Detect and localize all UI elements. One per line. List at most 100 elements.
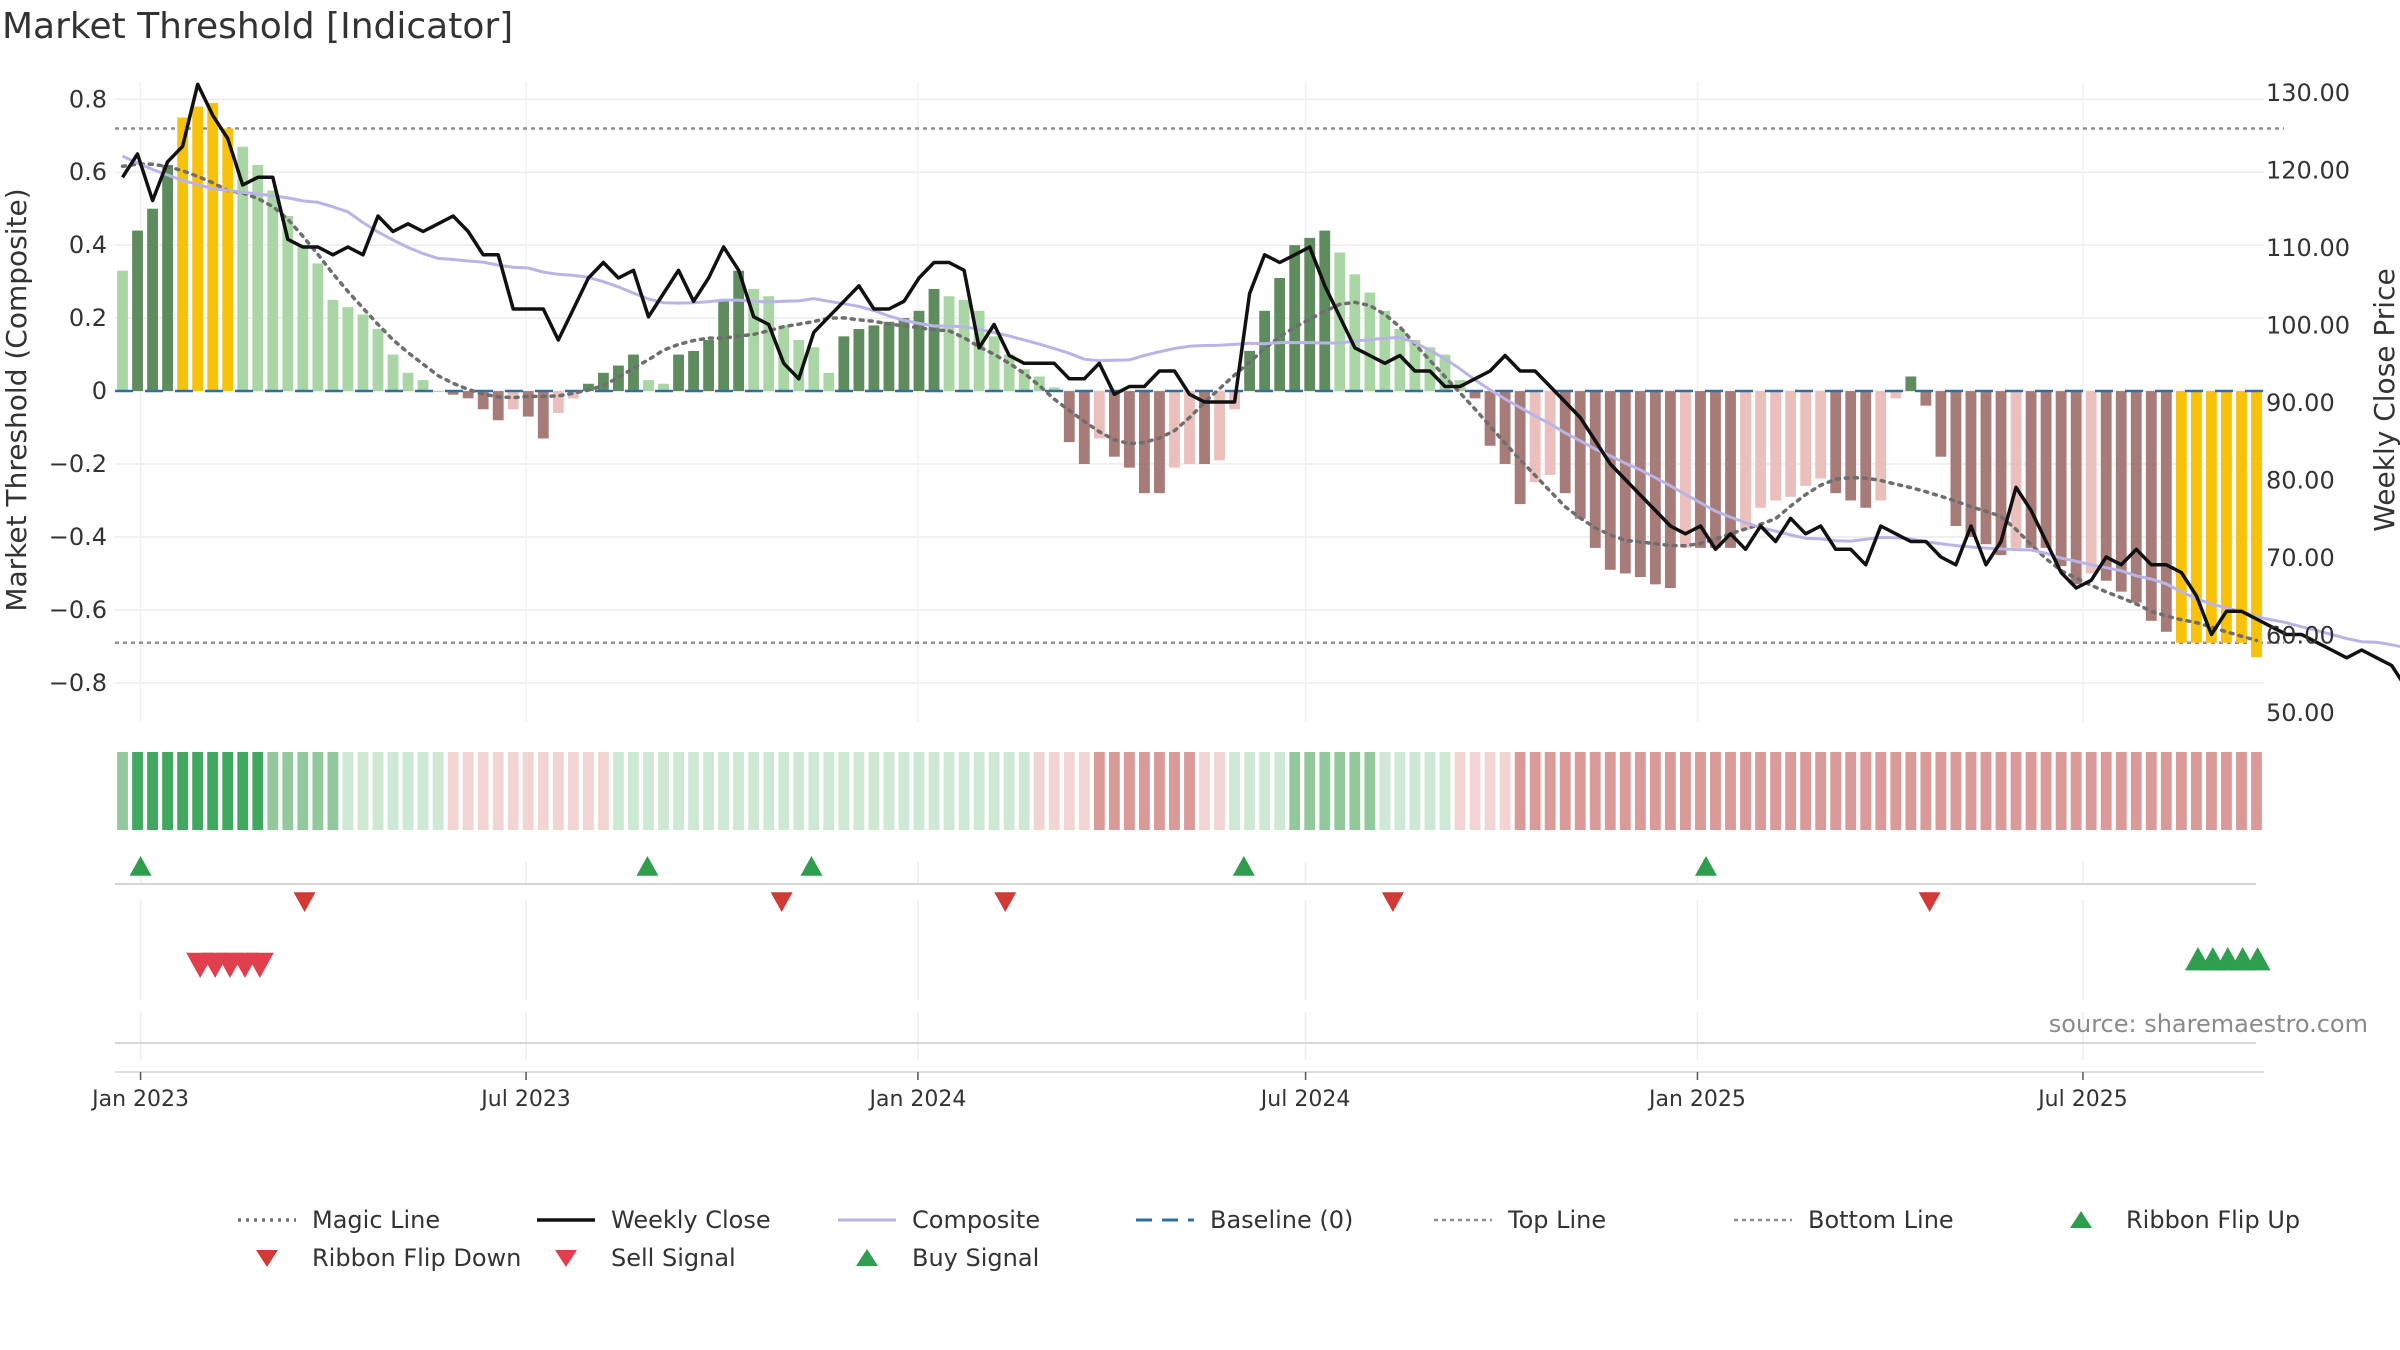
composite-bar <box>1680 391 1691 548</box>
left-tick-label: 0.4 <box>69 231 107 259</box>
composite-bar <box>613 365 624 392</box>
composite-bar <box>763 296 775 392</box>
composite-bar <box>1860 391 1872 508</box>
ribbon-cell <box>1920 752 1932 830</box>
ribbon-cell <box>1619 752 1631 830</box>
ribbon-cell <box>402 752 414 830</box>
composite-bar <box>357 314 369 392</box>
composite-bar <box>2130 391 2142 603</box>
composite-bar <box>1544 391 1556 475</box>
legend-label: Bottom Line <box>1808 1206 1954 1234</box>
composite-bar <box>1349 274 1361 392</box>
flip_up-legend-swatch <box>2070 1211 2092 1228</box>
composite-bar <box>2040 391 2052 548</box>
legend-item-buy: Buy Signal <box>836 1244 1039 1272</box>
composite-bar <box>673 354 684 392</box>
composite-bar <box>1123 391 1135 468</box>
ribbon-cell <box>2085 752 2097 830</box>
composite-bar <box>1529 391 1541 483</box>
composite-bar <box>1259 310 1271 392</box>
ribbon-cell <box>1905 752 1917 830</box>
composite-bar <box>1559 391 1571 494</box>
composite-bar <box>1619 391 1631 574</box>
ribbon-cell <box>973 752 985 830</box>
ribbon-cell <box>703 752 715 830</box>
sell-signal-marker <box>245 952 274 978</box>
composite-bar <box>1920 391 1932 406</box>
composite-bar <box>778 325 790 392</box>
ribbon-cell <box>522 752 534 830</box>
ribbon-cell <box>1514 752 1526 830</box>
composite-bar <box>1093 391 1105 439</box>
ribbon-cell <box>1950 752 1962 830</box>
composite-bar <box>1935 391 1947 457</box>
composite-bar <box>252 164 264 392</box>
ribbon-cell <box>898 752 910 830</box>
composite-bar <box>267 190 279 392</box>
ribbon-cell <box>1890 752 1902 830</box>
composite-bar <box>567 391 579 399</box>
left-axis-ticks: 0.8 0.6 0.4 0.2 0 −0.2 −0.4 −0.6 −0.8 <box>49 85 107 697</box>
composite-bar <box>552 391 564 413</box>
composite-bar <box>1214 391 1225 461</box>
composite-bar <box>688 350 699 392</box>
legend-label: Sell Signal <box>611 1244 736 1272</box>
ribbon-cell <box>1664 752 1676 830</box>
ribbon-cell <box>733 752 745 830</box>
ribbon-cell <box>1048 752 1060 830</box>
ribbon-cell <box>417 752 429 830</box>
composite-bar <box>132 230 143 392</box>
left-tick-label: −0.2 <box>49 450 107 478</box>
composite-bar <box>2190 391 2202 643</box>
ribbon-cell <box>643 752 654 830</box>
composite-bar <box>2100 391 2112 581</box>
ribbon-cell <box>2175 752 2187 830</box>
composite-bar <box>1439 354 1451 392</box>
ribbon-cell <box>1574 752 1586 830</box>
weekly_close-legend-swatch <box>537 1218 595 1222</box>
ribbon-cell <box>297 752 309 830</box>
ribbon-cell <box>1589 752 1601 830</box>
composite-bar <box>733 270 745 392</box>
ribbon-cell <box>1139 752 1150 830</box>
composite-bar <box>1274 278 1286 392</box>
composite-bar <box>1063 391 1075 443</box>
ribbon-cell <box>913 752 925 830</box>
ribbon-cell <box>1770 752 1782 830</box>
ribbon-cell <box>552 752 564 830</box>
composite-bar <box>1830 391 1842 494</box>
composite-bar <box>973 310 985 392</box>
composite-bar <box>988 336 1000 392</box>
ribbon-cell <box>748 752 760 830</box>
composite-bar <box>928 288 940 392</box>
ribbon-cell <box>2221 752 2232 830</box>
ribbon-strip <box>117 752 2262 830</box>
composite-bar <box>943 296 955 392</box>
composite-bar <box>1379 310 1391 392</box>
composite-bar <box>1664 391 1676 588</box>
composite-bar <box>1649 391 1661 585</box>
ribbon-cell <box>162 752 174 830</box>
composite-bar <box>1304 237 1316 392</box>
ribbon-cell <box>1093 752 1105 830</box>
flip_down-legend-swatch <box>256 1250 278 1267</box>
composite-bar <box>1890 391 1902 399</box>
composite-bar <box>1800 391 1812 486</box>
ribbon-cell <box>1334 752 1346 830</box>
composite-bar <box>342 307 354 392</box>
right-tick-label: 130.00 <box>2266 79 2350 107</box>
bottom-legend-swatch <box>1734 1218 1792 1222</box>
ribbon-cell <box>492 752 504 830</box>
ribbon-cell <box>447 752 459 830</box>
ribbon-cell <box>1725 752 1736 830</box>
ribbon-cell <box>1214 752 1225 830</box>
series-lines <box>115 82 2400 682</box>
composite-bar <box>1574 391 1586 519</box>
right-tick-label: 50.00 <box>2266 699 2335 727</box>
composite-bar <box>537 391 549 439</box>
legend-label: Top Line <box>1508 1206 1607 1234</box>
composite-bar <box>2175 391 2187 643</box>
composite-bar <box>147 208 158 392</box>
composite-bar <box>2115 391 2127 592</box>
composite-bar <box>643 380 654 392</box>
